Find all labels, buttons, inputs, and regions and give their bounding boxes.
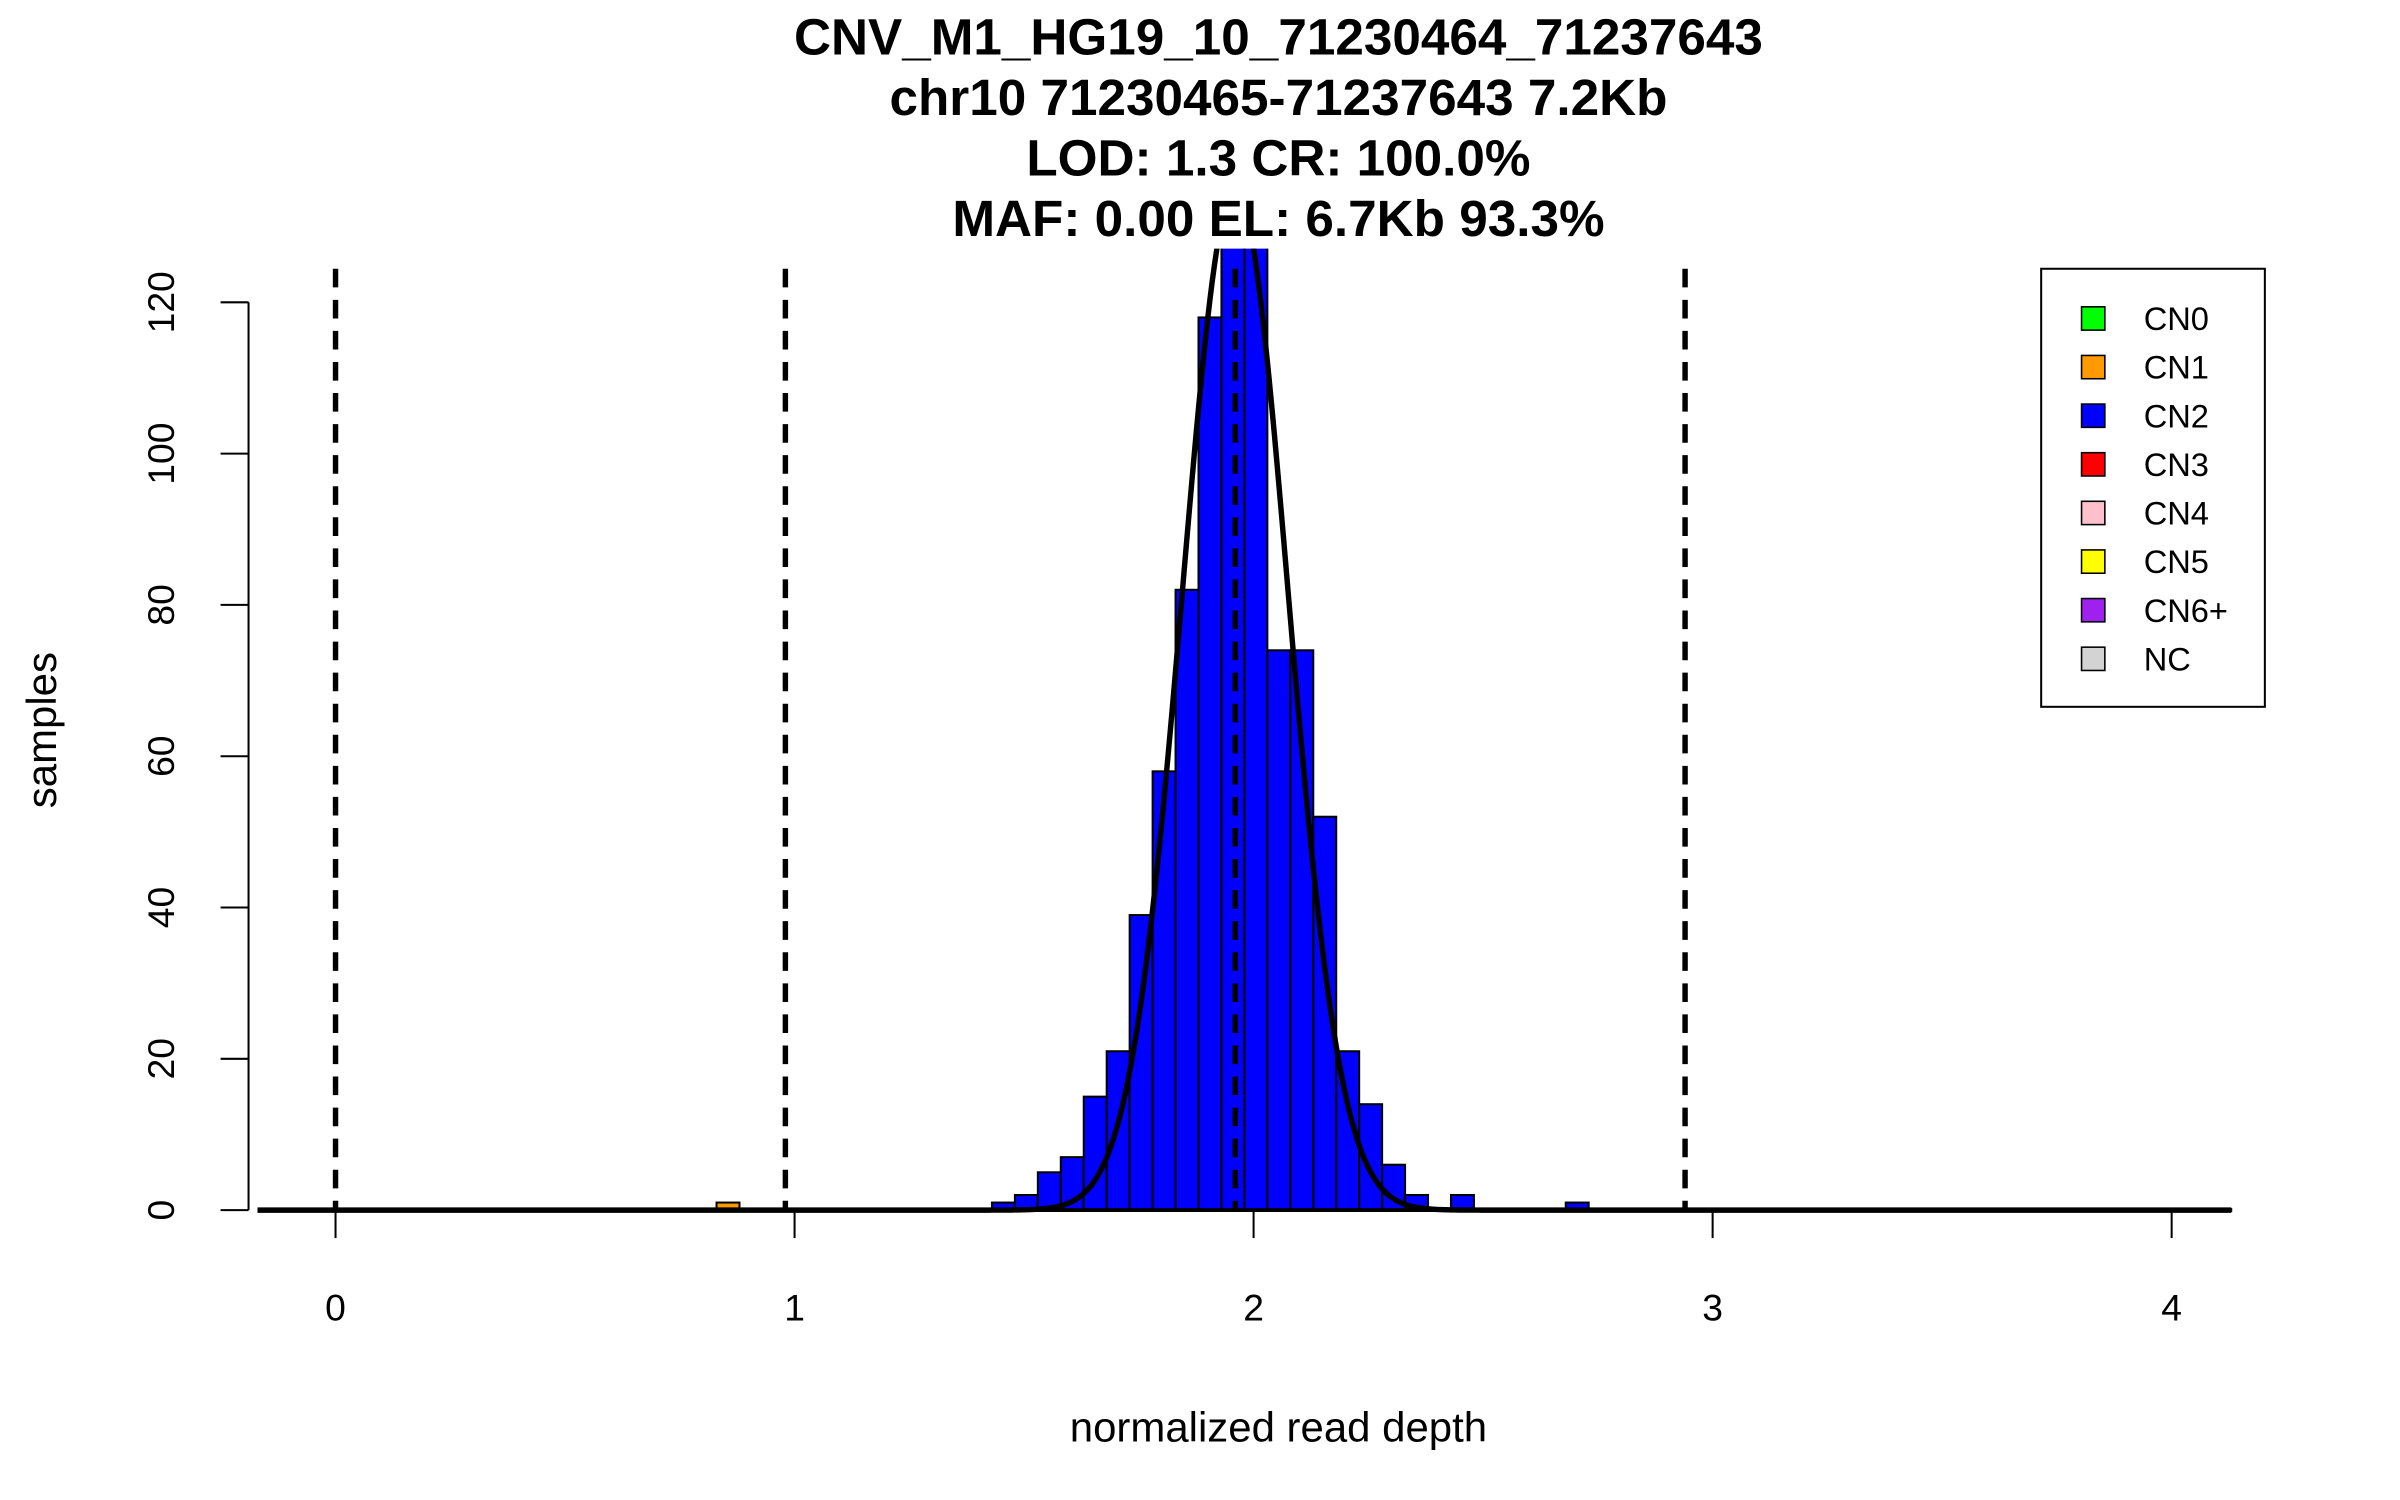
- x-axis-label: normalized read depth: [1070, 1404, 1487, 1451]
- y-axis-label: samples: [18, 652, 65, 808]
- legend-swatch-cn0: [2080, 306, 2106, 331]
- bar-cn2: [1266, 649, 1292, 1212]
- legend-label: CN6+: [2144, 592, 2228, 629]
- legend-swatch-cn1: [2080, 354, 2106, 380]
- title-line-4: MAF: 0.00 EL: 6.7Kb 93.3%: [952, 190, 1604, 247]
- legend-swatch-nc: [2080, 646, 2106, 672]
- y-tick-label: 100: [140, 423, 182, 485]
- bar-cn2: [1151, 770, 1177, 1212]
- y-tick-label: 120: [140, 271, 182, 333]
- chart-title: CNV_M1_HG19_10_71230464_71237643 chr10 7…: [794, 8, 1763, 247]
- legend-label: CN4: [2144, 495, 2209, 532]
- legend-label: CN1: [2144, 349, 2209, 386]
- bar-cn2: [1243, 248, 1269, 1212]
- legend-swatch-cn4: [2080, 500, 2106, 526]
- legend-swatch-cn6plus: [2080, 597, 2106, 623]
- dashed-lines: [332, 268, 1688, 1211]
- legend-swatch-cn2: [2080, 403, 2106, 429]
- legend-label: CN0: [2144, 300, 2209, 337]
- legend-label: NC: [2144, 640, 2191, 677]
- y-tick-label: 0: [140, 1200, 182, 1221]
- y-tick-label: 80: [140, 584, 182, 625]
- legend-label: CN3: [2144, 446, 2209, 483]
- y-tick-label: 20: [140, 1038, 182, 1079]
- x-tick-label: 3: [1702, 1286, 1723, 1328]
- y-tick-label: 40: [140, 887, 182, 928]
- legend: CN0 CN1 CN2 CN3 CN4 CN5 CN6+ NC: [2040, 267, 2266, 708]
- x-tick-label: 0: [325, 1286, 346, 1328]
- x-tick-label: 4: [2161, 1286, 2182, 1328]
- x-tick-label: 1: [784, 1286, 805, 1328]
- title-line-1: CNV_M1_HG19_10_71230464_71237643: [794, 8, 1763, 65]
- legend-label: CN5: [2144, 543, 2209, 580]
- legend-swatch-cn3: [2080, 451, 2106, 477]
- legend-label: CN2: [2144, 397, 2209, 434]
- bar-cn2: [1197, 316, 1223, 1212]
- x-tick-label: 2: [1243, 1286, 1264, 1328]
- y-tick-label: 60: [140, 735, 182, 776]
- bars: [715, 248, 1590, 1212]
- title-line-2: chr10 71230465-71237643 7.2Kb: [889, 69, 1667, 126]
- bar-cn2: [1174, 588, 1200, 1212]
- title-line-3: LOD: 1.3 CR: 100.0%: [1026, 130, 1530, 187]
- legend-swatch-cn5: [2080, 549, 2106, 575]
- legend-box: [2040, 267, 2266, 708]
